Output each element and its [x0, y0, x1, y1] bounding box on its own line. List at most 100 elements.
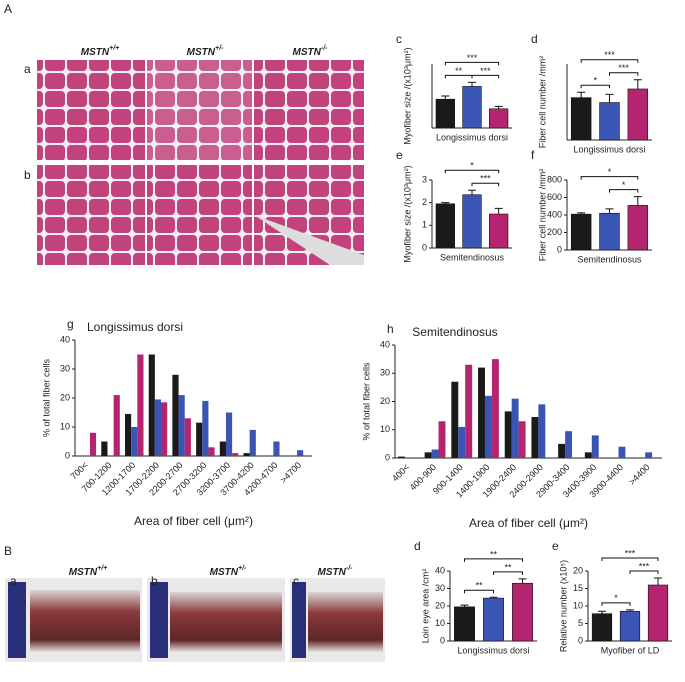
- row-label: b: [24, 168, 31, 182]
- bar: [154, 399, 162, 456]
- genotype-superscript: +/-: [238, 565, 247, 572]
- significance-bracket: [609, 189, 639, 193]
- error-bar: [441, 202, 450, 204]
- y-tick-label: 10: [435, 618, 445, 628]
- error-bar: [518, 578, 527, 584]
- bar: [243, 453, 250, 456]
- y-axis-label: Fiber cell number /mm²: [537, 169, 547, 262]
- y-tick-label: 5: [578, 618, 583, 628]
- significance-bracket: [444, 169, 500, 174]
- error-bar: [441, 95, 450, 100]
- y-tick-label: 10: [380, 424, 390, 434]
- bar: [232, 453, 239, 456]
- genotype-label: MSTN+/+: [81, 45, 119, 58]
- gene: MSTN: [81, 47, 110, 58]
- significance-label: **: [504, 562, 512, 572]
- bar: [113, 395, 120, 456]
- genotype-superscript: +/+: [97, 565, 107, 572]
- significance-bracket: [629, 570, 659, 574]
- significance-label: ***: [625, 548, 636, 558]
- bar: [148, 354, 155, 456]
- significance-bracket: [444, 61, 500, 66]
- genotype-superscript: +/-: [215, 45, 224, 52]
- bar: [478, 367, 485, 458]
- x-axis-label: Longissimus dorsi: [457, 645, 529, 655]
- bar: [591, 435, 599, 458]
- gene: MSTN: [318, 567, 347, 578]
- bar: [591, 613, 613, 642]
- error-bar: [605, 208, 614, 214]
- bar: [465, 364, 473, 458]
- panel-letter: e: [552, 539, 559, 553]
- section-label: A: [4, 2, 12, 16]
- significance-label: **: [455, 66, 463, 76]
- y-tick-label: 3: [422, 174, 427, 184]
- bar: [435, 98, 455, 129]
- gene: MSTN: [187, 47, 216, 58]
- bar: [518, 421, 526, 458]
- bar: [565, 431, 573, 458]
- section-label: B: [4, 544, 12, 558]
- bar: [297, 450, 304, 456]
- bar: [161, 402, 168, 456]
- bar: [599, 212, 620, 251]
- error-bar: [654, 577, 662, 585]
- y-tick-label: 15: [573, 583, 583, 593]
- significance-label: ***: [639, 561, 650, 571]
- bar: [438, 421, 446, 458]
- error-bar: [598, 610, 606, 614]
- x-axis-label: Semitendinosus: [577, 254, 642, 264]
- significance-label: ***: [618, 63, 629, 73]
- bar: [462, 194, 482, 249]
- bar: [483, 597, 504, 642]
- bar: [273, 441, 280, 456]
- significance-bracket: [444, 74, 473, 79]
- genotype-label: MSTN-/-: [318, 565, 354, 578]
- error-bar: [633, 196, 642, 206]
- significance-bracket: [580, 84, 610, 89]
- y-tick-label: 40: [435, 565, 445, 575]
- bar: [101, 441, 108, 456]
- y-tick-label: 20: [573, 565, 583, 575]
- y-axis-label: Myofiber size /(x10³μm²): [402, 165, 412, 262]
- bar: [178, 395, 185, 456]
- y-tick-label: 40: [60, 334, 70, 344]
- bar: [208, 447, 215, 456]
- y-tick-label: 30: [435, 583, 445, 593]
- error-bar: [494, 207, 503, 214]
- bar: [511, 398, 519, 458]
- y-axis-label: % of total fiber cells: [361, 362, 371, 441]
- significance-bracket: [464, 589, 494, 594]
- bar: [627, 205, 649, 251]
- gene: MSTN: [69, 567, 98, 578]
- y-axis-label: Fiber cell number /mm²: [537, 56, 547, 149]
- image-label: c: [293, 574, 299, 588]
- significance-label: ***: [467, 53, 478, 63]
- bar: [249, 429, 256, 456]
- y-tick-label: 0: [385, 452, 390, 462]
- error-bar: [605, 93, 614, 103]
- genotype-superscript: +/+: [109, 45, 119, 52]
- significance-bracket: [601, 602, 631, 606]
- bar: [219, 441, 226, 456]
- bar: [484, 395, 492, 458]
- bar: [558, 443, 566, 458]
- significance-label: *: [614, 593, 618, 603]
- y-tick-label: 0: [65, 450, 70, 460]
- bar: [184, 418, 191, 456]
- chart-title: Longissimus dorsi: [87, 320, 183, 334]
- genotype-superscript: -/-: [321, 45, 328, 52]
- significance-label: **: [475, 581, 483, 591]
- y-tick-label: 10: [60, 421, 70, 431]
- bar: [225, 412, 233, 456]
- y-tick-label: 0: [422, 242, 427, 252]
- significance-label: *: [608, 167, 612, 177]
- bar: [627, 88, 649, 141]
- bar: [491, 359, 499, 458]
- x-tick-label: 700<: [69, 460, 90, 481]
- bar: [645, 452, 653, 458]
- bar: [531, 417, 539, 458]
- genotype-label: MSTN-/-: [293, 45, 329, 58]
- bar: [202, 400, 209, 456]
